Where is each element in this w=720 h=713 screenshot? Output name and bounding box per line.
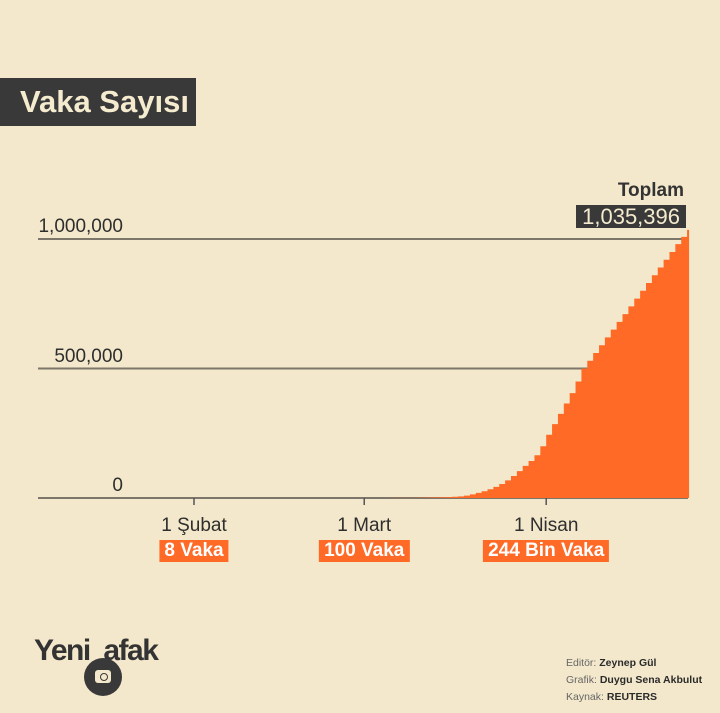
credit-editor: Editör: Zeynep Gül [566,657,657,669]
credit-source: Kaynak: REUTERS [566,691,658,703]
y-tick-label: 500,000 [54,345,123,367]
case-count-badge: 100 Vaka [319,540,410,562]
x-tick-label: 1 Mart [337,515,392,536]
chart-title: Vaka Sayısı [0,78,196,126]
x-tick-label: 1 Şubat [161,515,227,536]
total-value: 1,035,396 [576,205,686,228]
credits: Editör: Zeynep Gül Grafik: Duygu Sena Ak… [566,655,702,706]
x-tick-label: 1 Nisan [513,515,579,536]
case-count-badge: 244 Bin Vaka [483,540,610,562]
camera-icon [84,658,122,696]
case-count-badge: 8 Vaka [159,540,229,562]
credit-graphic: Grafik: Duygu Sena Akbulut [566,674,703,686]
y-tick-label: 0 [112,475,123,496]
total-label: Toplam [617,180,684,201]
y-tick-label: 1,000,000 [38,216,123,237]
cases-area [135,229,690,498]
